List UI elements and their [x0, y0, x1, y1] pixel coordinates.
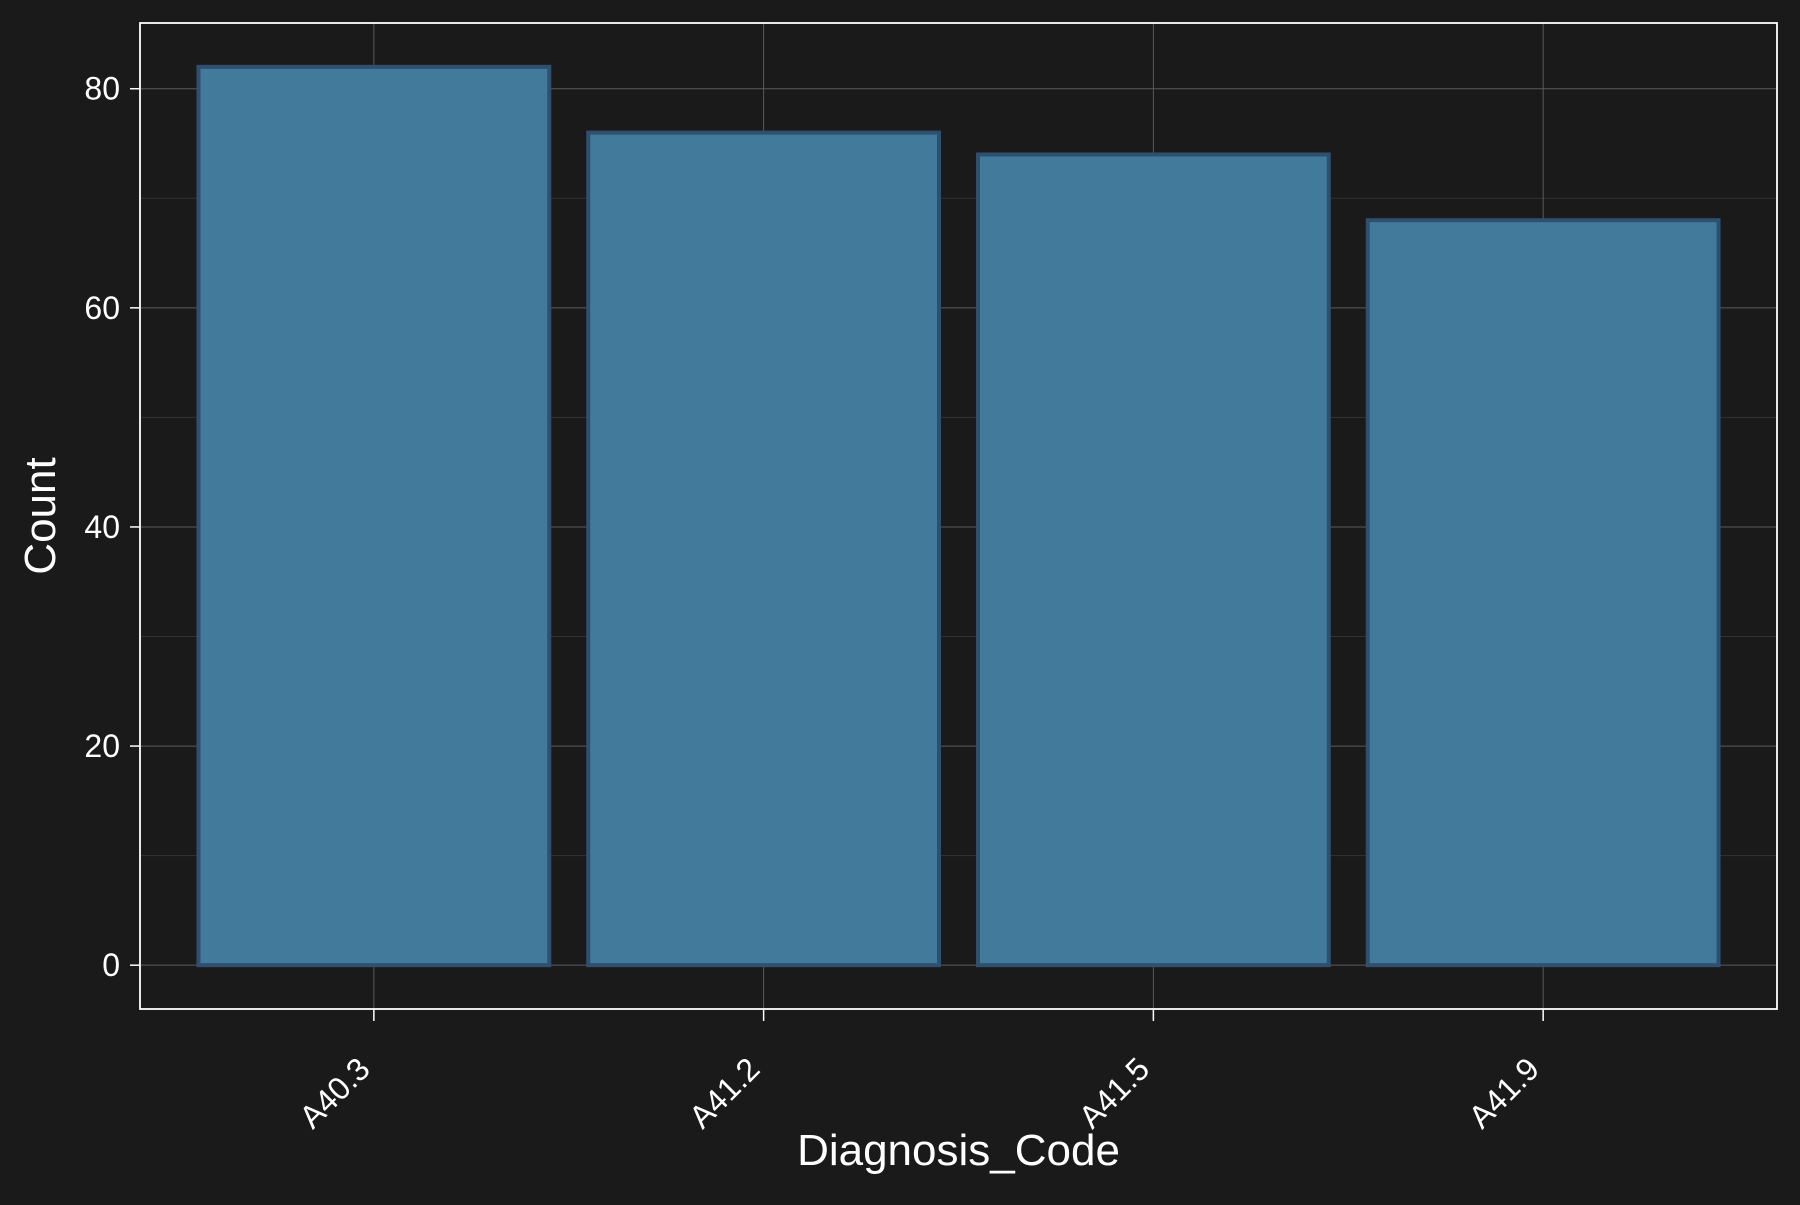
y-tick-label: 0 — [102, 947, 120, 983]
y-tick-label: 60 — [84, 290, 120, 326]
bars — [196, 64, 1721, 968]
bar-A41-9 — [1365, 218, 1721, 968]
plot-panel-border — [139, 22, 1778, 1010]
y-axis-title: Count — [16, 457, 65, 574]
bar-A41-2 — [586, 130, 942, 968]
y-tick-label: 80 — [84, 71, 120, 107]
bar-A41-5 — [975, 152, 1331, 968]
bar-A40-3 — [196, 64, 552, 968]
y-tick-label: 20 — [84, 728, 120, 764]
x-axis-title: Diagnosis_Code — [797, 1126, 1120, 1175]
y-tick-label: 40 — [84, 509, 120, 545]
